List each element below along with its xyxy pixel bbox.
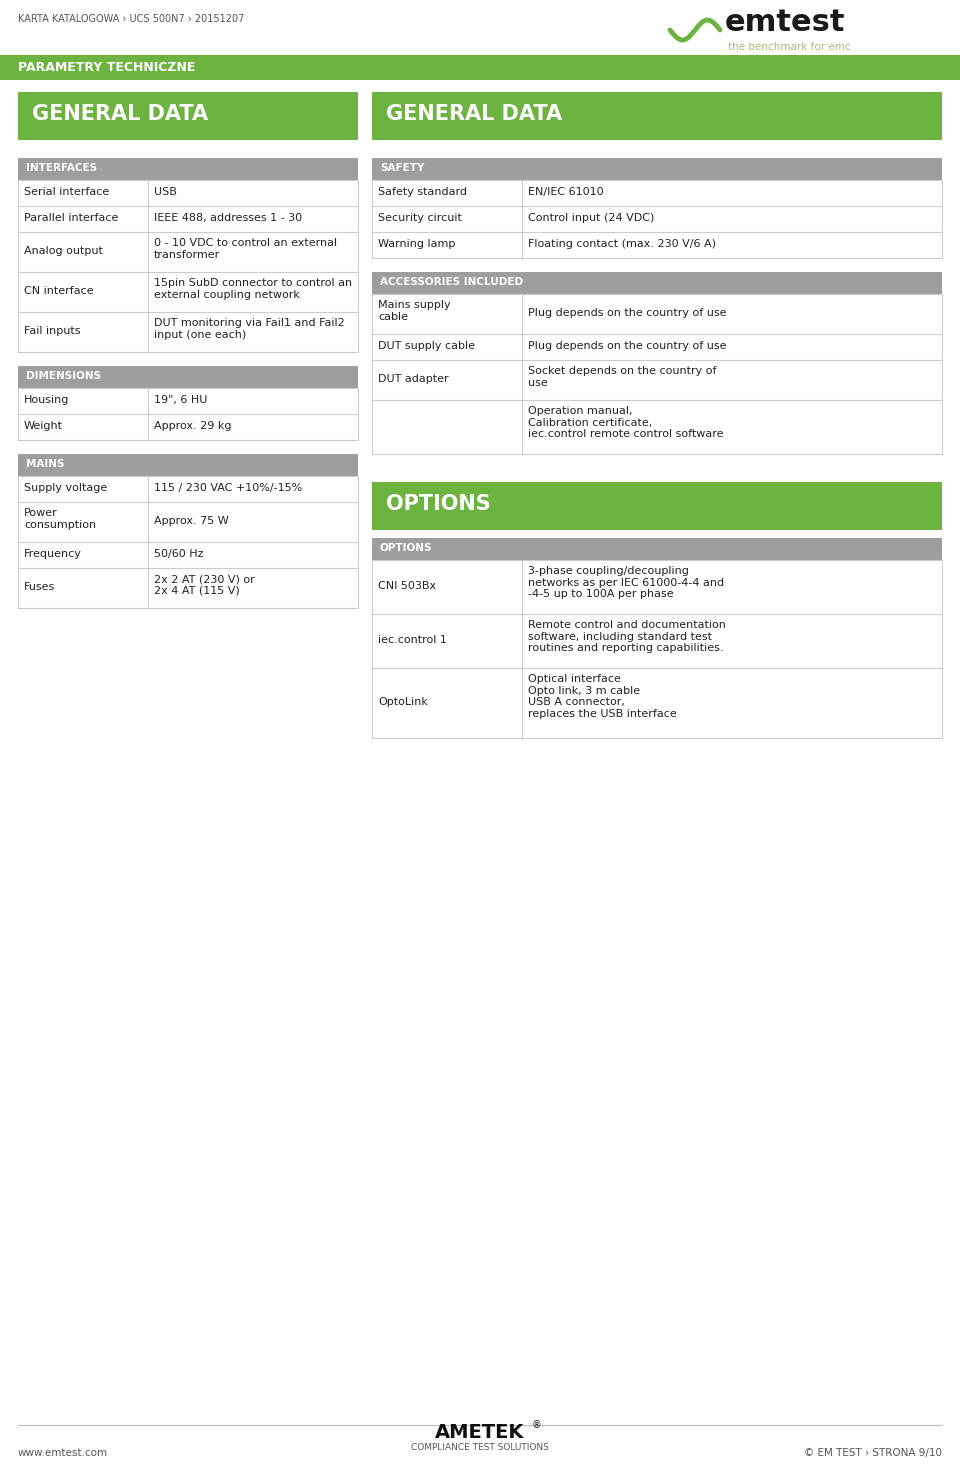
Text: 115 / 230 VAC +10%/-15%: 115 / 230 VAC +10%/-15% xyxy=(154,482,302,493)
Bar xyxy=(372,538,942,560)
Text: 0 - 10 VDC to control an external
transformer: 0 - 10 VDC to control an external transf… xyxy=(154,237,337,260)
Bar xyxy=(372,158,942,180)
Text: OPTIONS: OPTIONS xyxy=(386,494,491,513)
Text: DUT supply cable: DUT supply cable xyxy=(378,341,475,351)
Text: Serial interface: Serial interface xyxy=(24,187,109,198)
Text: AMETEK: AMETEK xyxy=(435,1423,525,1443)
Text: Mains supply
cable: Mains supply cable xyxy=(378,299,450,322)
Text: KARTA KATALOGOWA › UCS 500N7 › 20151207: KARTA KATALOGOWA › UCS 500N7 › 20151207 xyxy=(18,13,245,24)
Text: USB: USB xyxy=(154,187,177,198)
Bar xyxy=(18,180,358,353)
Bar xyxy=(372,294,942,454)
Text: OPTIONS: OPTIONS xyxy=(380,543,433,553)
Text: Housing: Housing xyxy=(24,395,69,406)
Text: emtest: emtest xyxy=(725,7,846,37)
Text: DUT adapter: DUT adapter xyxy=(378,375,448,384)
Text: 50/60 Hz: 50/60 Hz xyxy=(154,549,204,559)
Text: Supply voltage: Supply voltage xyxy=(24,482,108,493)
Text: Plug depends on the country of use: Plug depends on the country of use xyxy=(528,341,727,351)
Text: DIMENSIONS: DIMENSIONS xyxy=(26,372,101,381)
Text: the benchmark for emc: the benchmark for emc xyxy=(728,41,851,52)
Text: MAINS: MAINS xyxy=(26,459,64,469)
Bar xyxy=(18,91,358,140)
Bar xyxy=(372,482,942,530)
Text: 2x 2 AT (230 V) or
2x 4 AT (115 V): 2x 2 AT (230 V) or 2x 4 AT (115 V) xyxy=(154,574,254,596)
Text: ACCESSORIES INCLUDED: ACCESSORIES INCLUDED xyxy=(380,277,523,288)
Text: Control input (24 VDC): Control input (24 VDC) xyxy=(528,212,655,223)
Text: CNI 503Bx: CNI 503Bx xyxy=(378,581,436,591)
Text: Socket depends on the country of
use: Socket depends on the country of use xyxy=(528,366,716,388)
Text: Warning lamp: Warning lamp xyxy=(378,239,455,249)
Text: CN interface: CN interface xyxy=(24,286,94,296)
Bar xyxy=(18,366,358,388)
Text: 19", 6 HU: 19", 6 HU xyxy=(154,395,207,406)
Bar xyxy=(18,388,358,440)
Text: 15pin SubD connector to control an
external coupling network: 15pin SubD connector to control an exter… xyxy=(154,277,352,299)
Bar xyxy=(372,271,942,294)
Text: iec.control 1: iec.control 1 xyxy=(378,636,446,645)
Text: © EM TEST › STRONA 9/10: © EM TEST › STRONA 9/10 xyxy=(804,1448,942,1457)
Bar xyxy=(372,180,942,258)
Text: OptoLink: OptoLink xyxy=(378,698,428,707)
Text: Security circuit: Security circuit xyxy=(378,212,462,223)
Bar xyxy=(0,55,960,80)
Text: www.emtest.com: www.emtest.com xyxy=(18,1448,108,1457)
Text: Fuses: Fuses xyxy=(24,583,56,591)
Text: Floating contact (max. 230 V/6 A): Floating contact (max. 230 V/6 A) xyxy=(528,239,716,249)
Text: DUT monitoring via Fail1 and Fail2
input (one each): DUT monitoring via Fail1 and Fail2 input… xyxy=(154,319,345,339)
Text: Frequency: Frequency xyxy=(24,549,82,559)
Text: GENERAL DATA: GENERAL DATA xyxy=(386,105,563,124)
Text: ®: ® xyxy=(532,1420,541,1429)
Text: PARAMETRY TECHNICZNE: PARAMETRY TECHNICZNE xyxy=(18,60,196,74)
Text: Parallel interface: Parallel interface xyxy=(24,212,118,223)
Text: EN/IEC 61010: EN/IEC 61010 xyxy=(528,187,604,198)
Text: Analog output: Analog output xyxy=(24,246,103,257)
Bar xyxy=(372,560,942,738)
Text: IEEE 488, addresses 1 - 30: IEEE 488, addresses 1 - 30 xyxy=(154,212,302,223)
Text: Approx. 29 kg: Approx. 29 kg xyxy=(154,420,231,431)
Text: Weight: Weight xyxy=(24,420,63,431)
Bar xyxy=(18,454,358,476)
Text: 3-phase coupling/decoupling
networks as per IEC 61000-4-4 and
-4-5 up to 100A pe: 3-phase coupling/decoupling networks as … xyxy=(528,566,724,599)
Text: Approx. 75 W: Approx. 75 W xyxy=(154,516,228,527)
Text: Plug depends on the country of use: Plug depends on the country of use xyxy=(528,308,727,319)
Text: Safety standard: Safety standard xyxy=(378,187,467,198)
Text: Power
consumption: Power consumption xyxy=(24,507,96,530)
Bar xyxy=(18,158,358,180)
Text: INTERFACES: INTERFACES xyxy=(26,164,97,173)
Text: Optical interface
Opto link, 3 m cable
USB A connector,
replaces the USB interfa: Optical interface Opto link, 3 m cable U… xyxy=(528,674,677,718)
Bar xyxy=(18,476,358,608)
Bar xyxy=(372,91,942,140)
Text: SAFETY: SAFETY xyxy=(380,164,424,173)
Text: COMPLIANCE TEST SOLUTIONS: COMPLIANCE TEST SOLUTIONS xyxy=(411,1443,549,1451)
Text: Remote control and documentation
software, including standard test
routines and : Remote control and documentation softwar… xyxy=(528,620,726,653)
Text: GENERAL DATA: GENERAL DATA xyxy=(32,105,208,124)
Text: Operation manual,
Calibration certificate,
iec.control remote control software: Operation manual, Calibration certificat… xyxy=(528,406,724,440)
Text: Fail inputs: Fail inputs xyxy=(24,326,81,336)
